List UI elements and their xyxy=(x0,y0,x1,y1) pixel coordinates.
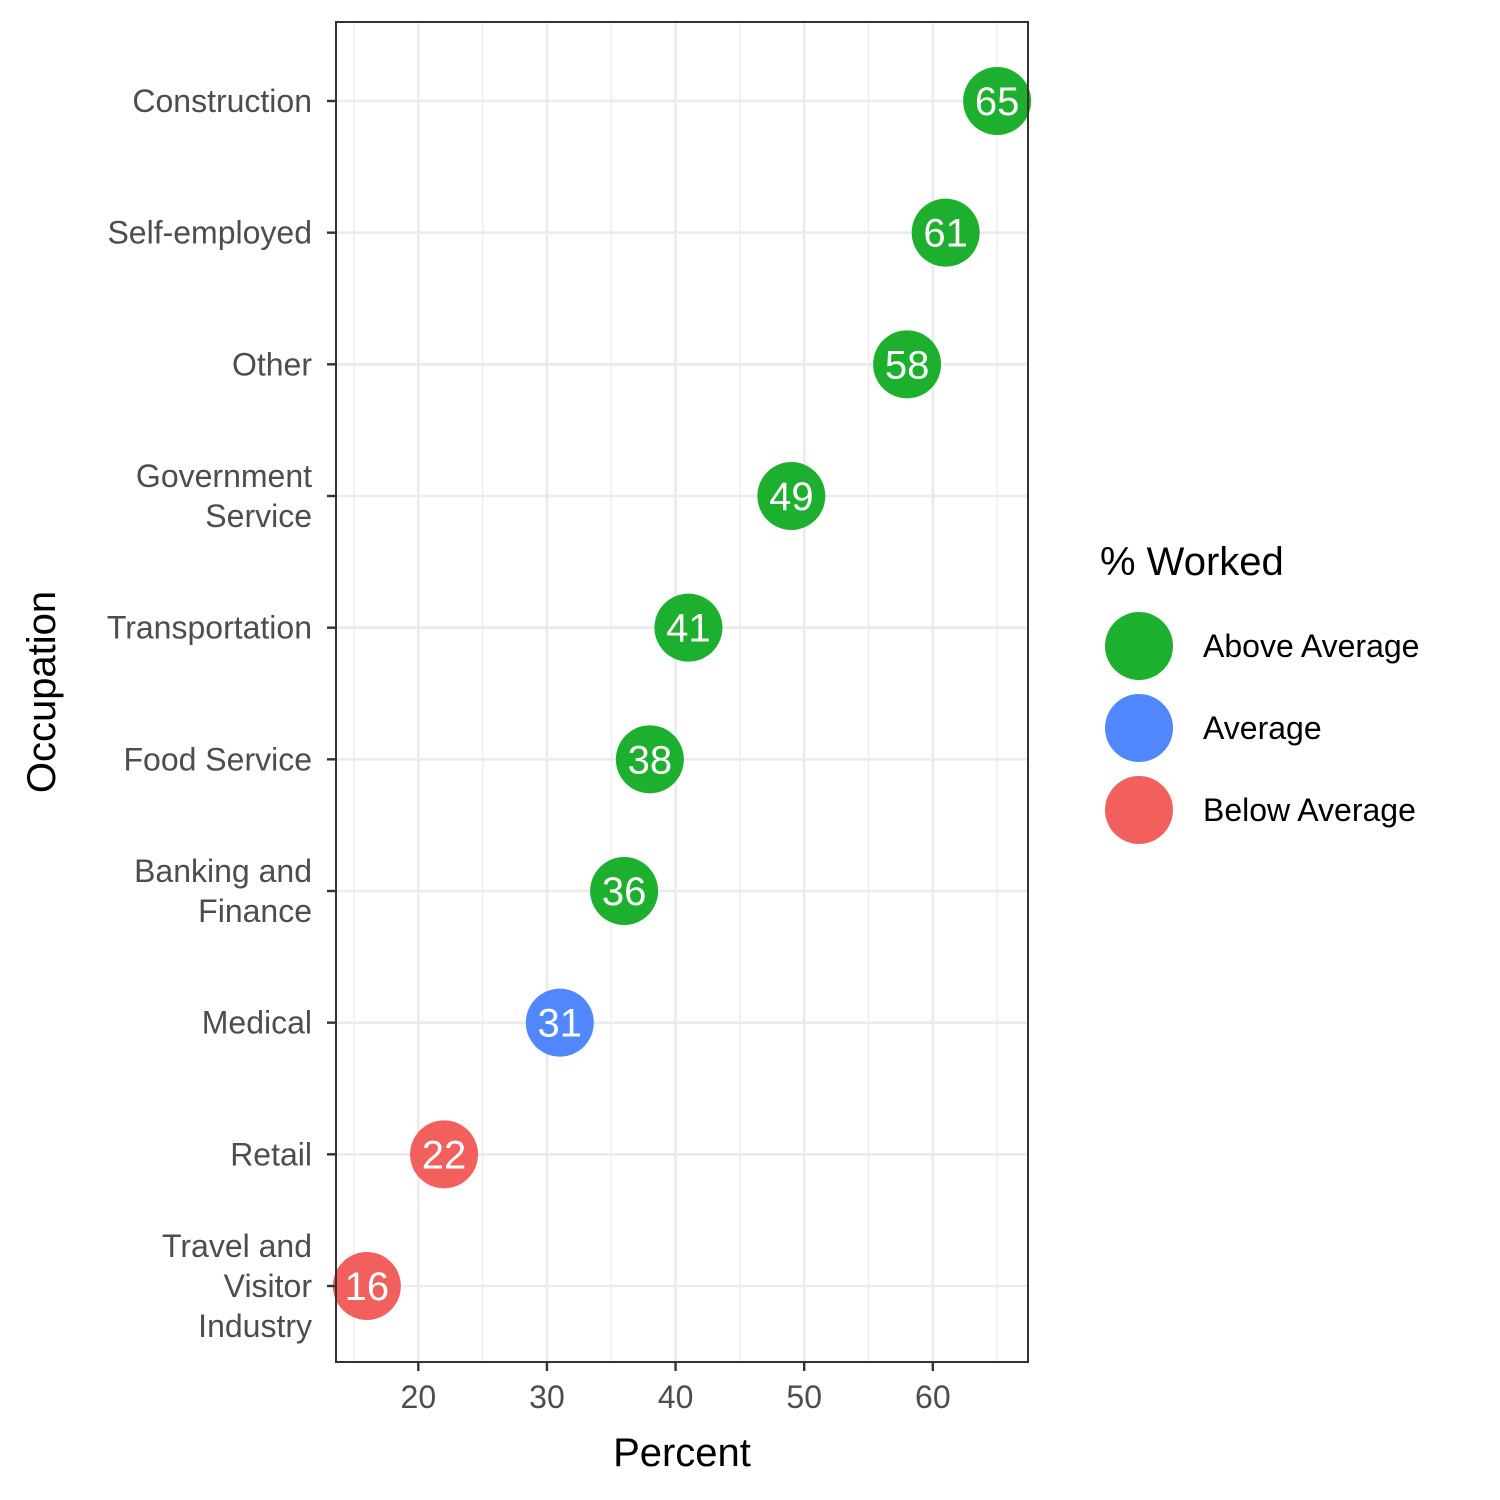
axes: 20 30 40 50 60 Construction Self-employed Other… xyxy=(107,83,951,1415)
y-tick-label: Transportation xyxy=(107,610,312,646)
data-point xyxy=(873,330,942,399)
x-tick-label: 30 xyxy=(529,1379,565,1415)
grid xyxy=(336,22,1028,1362)
data-point-label: 31 xyxy=(538,1002,583,1046)
data-point xyxy=(525,988,594,1057)
data-point-label: 61 xyxy=(923,212,968,256)
legend-label: Above Average xyxy=(1203,628,1419,664)
x-tick-label: 20 xyxy=(401,1379,437,1415)
data-point xyxy=(332,1252,401,1320)
data-point xyxy=(757,462,826,530)
y-tick-label: Travel and Visitor Industry xyxy=(162,1228,312,1344)
legend-label: Average xyxy=(1203,710,1322,746)
y-tick-label: Medical xyxy=(202,1005,312,1041)
data-point-label: 22 xyxy=(422,1133,467,1177)
data-point-label: 49 xyxy=(769,475,814,519)
y-tick-label: Food Service xyxy=(123,741,312,777)
y-tick-label: Construction xyxy=(132,83,312,119)
x-tick-label: 40 xyxy=(658,1379,694,1415)
y-tick-label: Self-employed xyxy=(107,215,312,251)
y-tick-label: Retail xyxy=(230,1136,312,1172)
y-tick-label: Other xyxy=(232,346,312,382)
plot-border xyxy=(335,21,1029,1363)
data-point-label: 38 xyxy=(628,738,673,782)
data-point-label: 58 xyxy=(885,343,930,387)
data-point xyxy=(410,1120,479,1189)
data-point xyxy=(654,593,723,662)
y-tick-label: Banking and Finance xyxy=(134,853,312,929)
data-point xyxy=(615,725,684,794)
legend-key xyxy=(1105,612,1173,680)
y-axis-title: Occupation xyxy=(20,591,64,793)
x-tick-label: 60 xyxy=(915,1379,951,1415)
data-point-label: 16 xyxy=(345,1265,390,1309)
legend: % Worked Above Average Average Below Avera… xyxy=(1100,540,1419,844)
x-axis-title: Percent xyxy=(613,1431,751,1475)
points: 65 61 58 49 41 38 36 31 22 16 xyxy=(332,67,1032,1320)
legend-label: Below Average xyxy=(1203,792,1416,828)
x-tick-label: 50 xyxy=(786,1379,822,1415)
data-point xyxy=(590,857,659,925)
data-point-label: 65 xyxy=(975,80,1020,124)
legend-key xyxy=(1105,694,1173,762)
legend-title: % Worked xyxy=(1100,540,1284,584)
data-point-label: 36 xyxy=(602,870,647,914)
data-point xyxy=(911,198,980,267)
data-point xyxy=(963,67,1032,135)
data-point-label: 41 xyxy=(666,607,711,651)
legend-key xyxy=(1105,776,1173,844)
y-tick-label: Government Service xyxy=(136,458,312,534)
